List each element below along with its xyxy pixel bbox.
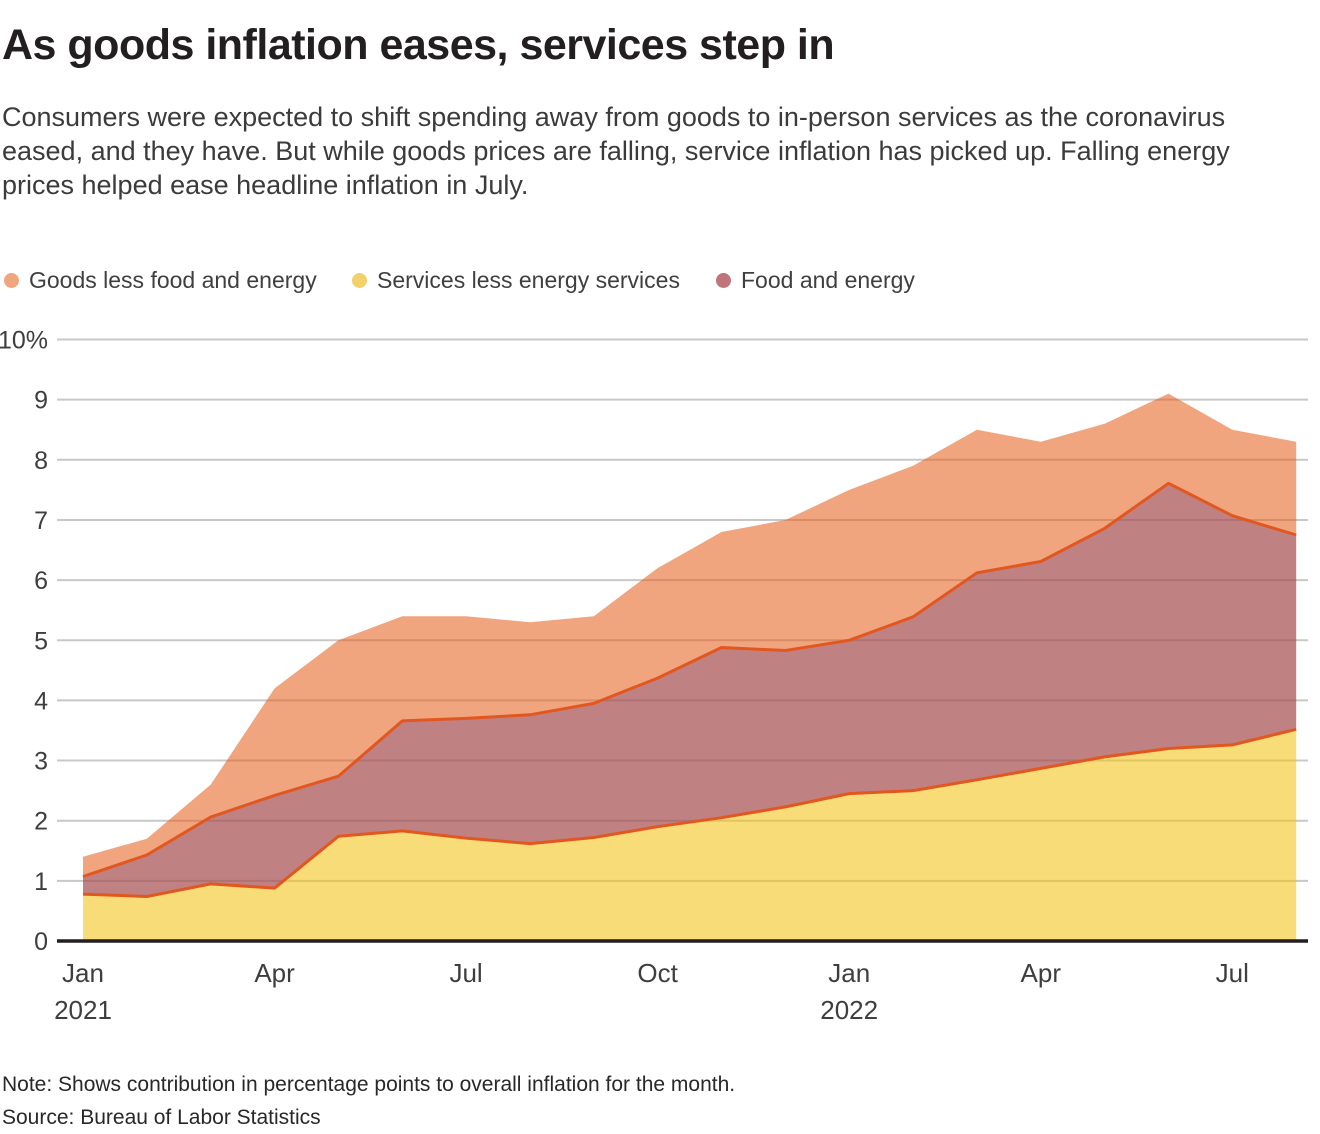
boundary-lines	[82, 481, 1297, 898]
y-tick-label: 6	[34, 567, 48, 595]
note-text: Note: Shows contribution in percentage p…	[2, 1073, 736, 1096]
x-tick-label: Jan	[828, 958, 870, 988]
x-tick-year-label: 2022	[820, 995, 878, 1025]
legend-item-label: Goods less food and energy	[29, 267, 317, 293]
y-tick-label: 5	[34, 627, 48, 655]
chart-footnotes: Note: Shows contribution in percentage p…	[2, 1068, 1318, 1134]
food-energy-area	[83, 483, 1297, 897]
y-tick-label: 3	[34, 748, 48, 776]
y-tick-label: 9	[34, 387, 48, 415]
services-top-line	[82, 727, 1297, 898]
goods-area	[83, 393, 1297, 877]
chart-subtitle: Consumers were expected to shift spendin…	[2, 100, 1318, 202]
x-tick-year-label: 2021	[54, 995, 112, 1025]
area-bands	[83, 393, 1297, 941]
y-tick-label: 4	[34, 687, 48, 715]
y-tick-label: 8	[34, 447, 48, 475]
goods-legend-dot-icon	[4, 273, 19, 288]
y-tick-label: 7	[34, 507, 48, 535]
y-tick-label: 10%	[0, 327, 48, 355]
chart-legend: Goods less food and energy Services less…	[0, 269, 1320, 295]
source-text: Source: Bureau of Labor Statistics	[2, 1106, 321, 1129]
services-area	[83, 729, 1297, 941]
legend-item-label: Services less energy services	[377, 267, 680, 293]
y-axis-labels: 0 1 2 3 4 5 6 7 8 9 10%	[0, 327, 48, 957]
y-tick-label: 0	[34, 928, 48, 956]
y-tick-label: 1	[34, 868, 48, 896]
x-axis-labels: Jan 2021 Apr Jul Oct Jan 2022 Apr Jul	[54, 958, 1249, 1025]
x-tick-label: Apr	[1021, 958, 1062, 988]
food-energy-top-line	[82, 481, 1297, 879]
x-tick-label: Oct	[637, 958, 678, 988]
food-energy-legend-dot-icon	[716, 273, 731, 288]
x-tick-label: Jul	[1216, 958, 1249, 988]
subtitle-line-3: prices helped ease headline inflation in…	[2, 170, 529, 200]
x-tick-label: Jan	[62, 958, 104, 988]
page-title: As goods inflation eases, services step …	[2, 21, 835, 69]
subtitle-line-1: Consumers were expected to shift spendin…	[2, 102, 1226, 132]
subtitle-line-2: eased, and they have. But while goods pr…	[2, 136, 1230, 166]
x-tick-label: Apr	[254, 958, 295, 988]
legend-item-label: Food and energy	[741, 267, 915, 293]
x-tick-label: Jul	[449, 958, 482, 988]
y-tick-label: 2	[34, 808, 48, 836]
services-legend-dot-icon	[352, 273, 367, 288]
